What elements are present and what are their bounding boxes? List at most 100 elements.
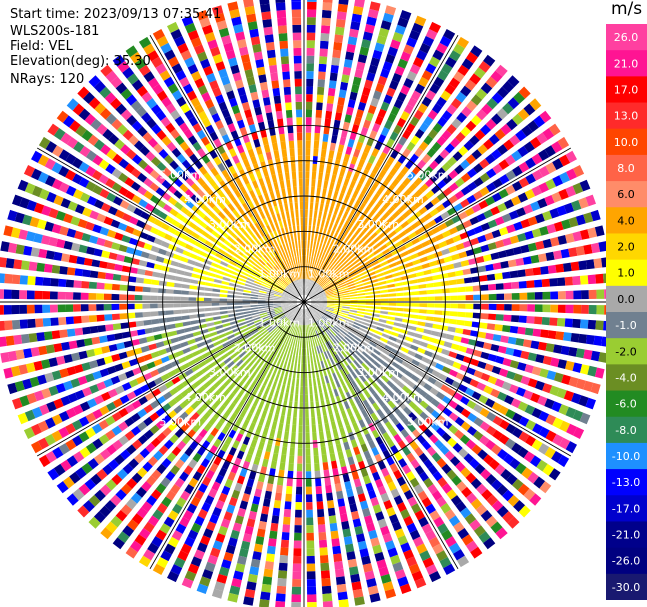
ppi-gate	[308, 280, 313, 288]
ppi-gate	[520, 244, 530, 254]
ppi-gate	[340, 268, 348, 275]
ppi-gate	[296, 378, 300, 387]
ppi-gate	[293, 40, 302, 49]
ppi-gate	[146, 361, 156, 370]
ppi-gate	[181, 159, 192, 170]
ppi-gate	[312, 256, 316, 265]
ppi-gate	[184, 484, 195, 495]
ppi-gate	[563, 202, 575, 214]
ppi-gate	[359, 354, 367, 362]
ppi-gate	[329, 279, 337, 285]
ppi-gate	[334, 112, 343, 121]
ppi-gate	[65, 304, 74, 312]
ppi-gate	[14, 212, 25, 224]
ppi-gate	[238, 351, 247, 358]
ppi-gate	[304, 209, 308, 218]
ppi-gate	[185, 395, 195, 404]
ppi-gate	[524, 327, 534, 336]
ppi-gate	[0, 241, 10, 252]
ppi-gate	[281, 335, 287, 343]
ppi-gate	[400, 542, 411, 553]
ppi-gate	[120, 322, 129, 329]
ppi-gate	[278, 375, 284, 384]
ppi-gate	[200, 136, 210, 146]
ppi-gate	[251, 131, 259, 141]
ppi-gate	[338, 331, 346, 338]
ppi-gate	[288, 354, 293, 363]
ppi-gate	[428, 536, 441, 548]
ppi-gate	[220, 151, 230, 162]
ppi-gate	[305, 471, 312, 480]
ppi-gate	[333, 308, 342, 312]
ppi-gate	[111, 118, 123, 130]
ppi-gate	[258, 229, 265, 237]
ppi-gate	[465, 540, 478, 553]
ppi-gate	[333, 292, 342, 296]
ppi-gate	[301, 278, 303, 287]
ppi-gate	[52, 447, 64, 459]
ppi-gate	[162, 167, 172, 177]
ppi-gate	[389, 131, 399, 141]
ppi-gate	[305, 132, 312, 141]
ppi-gate	[205, 433, 215, 444]
ppi-gate	[324, 391, 329, 400]
ppi-gate	[96, 357, 106, 367]
ppi-gate	[288, 302, 297, 305]
ppi-gate	[110, 76, 123, 89]
ppi-gate	[366, 457, 375, 467]
ppi-gate	[386, 156, 395, 166]
ppi-gate	[462, 375, 472, 385]
ppi-gate	[361, 351, 370, 358]
ppi-gate	[287, 258, 292, 266]
ppi-gate	[247, 199, 255, 209]
ppi-gate	[360, 468, 369, 478]
ppi-gate	[268, 260, 275, 268]
ppi-gate	[78, 108, 91, 121]
ppi-gate	[103, 216, 114, 226]
ppi-gate	[377, 276, 386, 282]
ppi-gate	[580, 229, 590, 240]
ppi-gate	[462, 329, 471, 336]
ppi-gate	[56, 355, 66, 366]
ppi-gate	[386, 87, 396, 97]
ppi-gate	[396, 297, 405, 301]
ppi-gate	[111, 293, 120, 301]
ppi-gate	[285, 242, 290, 251]
ppi-gate	[309, 297, 311, 298]
ppi-gate	[349, 309, 358, 313]
ppi-gate	[409, 320, 418, 325]
ppi-gate	[431, 490, 443, 501]
ppi-gate	[244, 588, 256, 599]
ppi-gate	[438, 265, 447, 272]
ppi-gate	[343, 400, 350, 410]
ppi-gate	[263, 352, 270, 360]
ppi-gate	[174, 477, 185, 488]
ppi-gate	[364, 288, 373, 292]
ppi-gate	[312, 163, 317, 172]
ppi-gate	[485, 263, 494, 272]
ppi-gate	[342, 258, 350, 266]
ppi-gate	[301, 286, 304, 295]
ppi-gate	[197, 318, 206, 324]
ppi-gate	[126, 391, 137, 401]
ppi-gate	[224, 345, 233, 352]
ppi-gate	[388, 353, 397, 360]
ppi-gate	[53, 463, 66, 476]
ppi-gate	[219, 180, 228, 189]
ppi-gate	[238, 426, 247, 435]
ppi-gate	[413, 417, 423, 427]
ppi-gate	[308, 307, 309, 309]
ppi-gate	[36, 332, 45, 342]
ppi-gate	[233, 344, 242, 352]
ppi-gate	[162, 427, 172, 437]
ppi-gate	[473, 225, 483, 234]
ppi-gate	[320, 360, 325, 369]
ppi-gate	[362, 507, 371, 518]
ppi-gate	[266, 294, 274, 297]
ppi-gate	[60, 198, 71, 209]
ppi-gate	[357, 293, 366, 296]
ppi-gate	[245, 429, 253, 438]
ppi-gate	[3, 289, 12, 299]
ppi-gate	[439, 273, 449, 279]
